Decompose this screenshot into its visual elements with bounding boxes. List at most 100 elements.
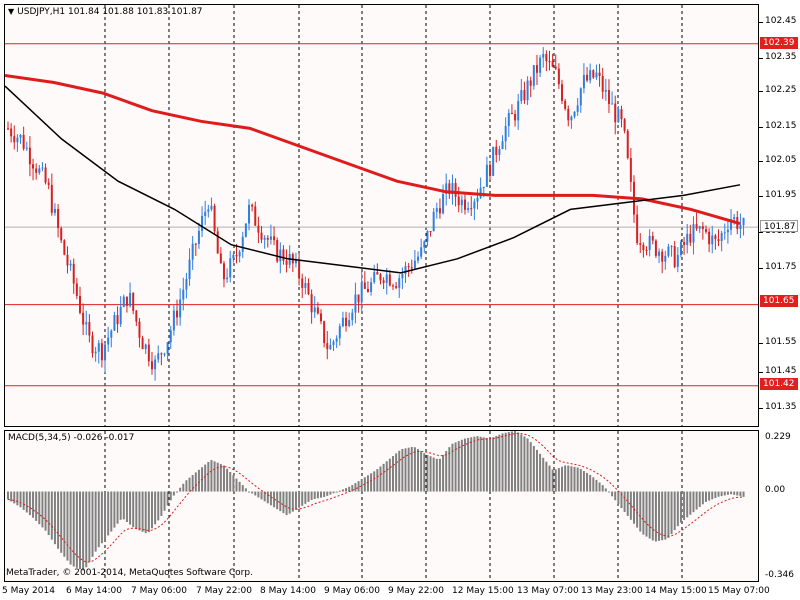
time-axis-label: 7 May 06:00: [131, 586, 187, 596]
candle-body: [442, 193, 445, 214]
candle-body: [44, 167, 47, 183]
candle-body: [201, 215, 204, 231]
price-axis-label: 101.95: [765, 190, 797, 200]
candle-body: [138, 321, 141, 338]
macd-histogram-bar: [279, 491, 282, 512]
macd-histogram-bar: [717, 491, 720, 497]
macd-histogram-bar: [617, 491, 620, 505]
macd-histogram-bar: [654, 491, 657, 542]
candle-body: [410, 267, 413, 269]
macd-histogram-bar: [348, 486, 351, 492]
candle-body: [254, 206, 257, 226]
macd-title: MACD(5,34,5) -0.026 -0.017: [8, 433, 135, 443]
current-price-tag: 101.87: [760, 220, 798, 232]
macd-histogram-bar: [589, 474, 592, 492]
price-axis-label: 101.75: [765, 262, 797, 272]
candle-body: [335, 338, 338, 342]
macd-canvas[interactable]: [5, 431, 759, 582]
candle-body: [88, 322, 91, 336]
macd-histogram-bar: [50, 491, 53, 540]
macd-histogram-bar: [97, 491, 100, 548]
macd-histogram-bar: [532, 446, 535, 492]
macd-histogram-bar: [385, 461, 388, 492]
candle-body: [726, 229, 729, 233]
price-axis-label: 102.35: [765, 52, 797, 62]
macd-histogram-bar: [395, 453, 398, 492]
price-axis-label: 102.05: [765, 155, 797, 165]
candle-body: [395, 285, 398, 288]
level-tag-101-65: 101.65: [760, 295, 798, 307]
price-axis-tick: [759, 343, 763, 344]
level-tag-101-42: 101.42: [760, 378, 798, 390]
macd-histogram-bar: [335, 491, 338, 493]
candle-body: [601, 75, 604, 92]
macd-histogram-bar: [485, 438, 488, 492]
macd-histogram-bar: [704, 491, 707, 502]
macd-histogram-bar: [448, 447, 451, 492]
macd-histogram-bar: [701, 491, 704, 505]
macd-histogram-bar: [63, 491, 66, 557]
candle-body: [313, 307, 316, 313]
dropdown-triangle-icon[interactable]: ▼: [8, 7, 15, 16]
macd-histogram-bar: [366, 475, 369, 492]
candle-body: [423, 241, 426, 248]
price-chart-canvas[interactable]: [5, 5, 759, 427]
candle-body: [510, 112, 513, 114]
candle-body: [658, 251, 661, 256]
price-axis-label: 102.25: [765, 85, 797, 95]
candle-body: [545, 53, 548, 62]
candle-body: [651, 235, 654, 241]
macd-panel[interactable]: MACD(5,34,5) -0.026 -0.017: [4, 430, 759, 582]
candle-body: [448, 183, 451, 195]
macd-histogram-bar: [194, 472, 197, 492]
macd-histogram-bar: [341, 489, 344, 492]
candle-body: [266, 237, 269, 240]
macd-histogram-bar: [730, 491, 733, 495]
price-chart-panel[interactable]: ▼ USDJPY,H1 101.84 101.88 101.83 101.87: [4, 4, 759, 427]
macd-histogram-bar: [489, 438, 492, 492]
price-axis-label: 101.35: [765, 402, 797, 412]
ma-fast-line: [5, 74, 741, 226]
macd-histogram-bar: [135, 491, 138, 530]
macd-histogram-bar: [642, 491, 645, 535]
macd-histogram-bar: [85, 491, 88, 568]
macd-histogram-bar: [542, 457, 545, 492]
candle-body: [269, 236, 272, 240]
macd-histogram-bar: [338, 490, 341, 492]
candle-body: [620, 109, 623, 120]
price-axis-tick: [759, 127, 763, 128]
macd-histogram-bar: [539, 453, 542, 492]
macd-histogram-bar: [22, 491, 25, 510]
candle-body: [376, 272, 379, 275]
candle-body: [698, 226, 701, 229]
macd-histogram-bar: [420, 451, 423, 492]
price-axis-label: 102.45: [765, 16, 797, 26]
candle-body: [370, 282, 373, 292]
macd-histogram-bar: [545, 461, 548, 492]
macd-histogram-bar: [82, 491, 85, 571]
macd-histogram-bar: [413, 447, 416, 492]
macd-histogram-bar: [282, 491, 285, 514]
candle-body: [35, 168, 38, 173]
macd-histogram-bar: [288, 491, 291, 514]
candle-body: [125, 296, 128, 306]
candle-body: [501, 141, 504, 149]
candle-body: [398, 278, 401, 288]
candle-body: [188, 259, 191, 280]
candle-body: [679, 242, 682, 256]
macd-histogram-bar: [579, 469, 582, 492]
candle-body: [485, 164, 488, 187]
macd-histogram-bar: [535, 449, 538, 492]
candle-body: [251, 204, 254, 207]
macd-histogram-bar: [188, 477, 191, 492]
macd-histogram-bar: [733, 491, 736, 495]
macd-histogram-bar: [13, 491, 16, 504]
macd-histogram-bar: [113, 491, 116, 528]
macd-histogram-bar: [122, 491, 125, 520]
macd-histogram-bar: [592, 477, 595, 492]
macd-histogram-bar: [104, 491, 107, 540]
candle-body: [495, 146, 498, 155]
level-tag-102-39: 102.39: [760, 37, 798, 49]
time-axis-label: 7 May 22:00: [196, 586, 252, 596]
macd-histogram-bar: [463, 438, 466, 492]
